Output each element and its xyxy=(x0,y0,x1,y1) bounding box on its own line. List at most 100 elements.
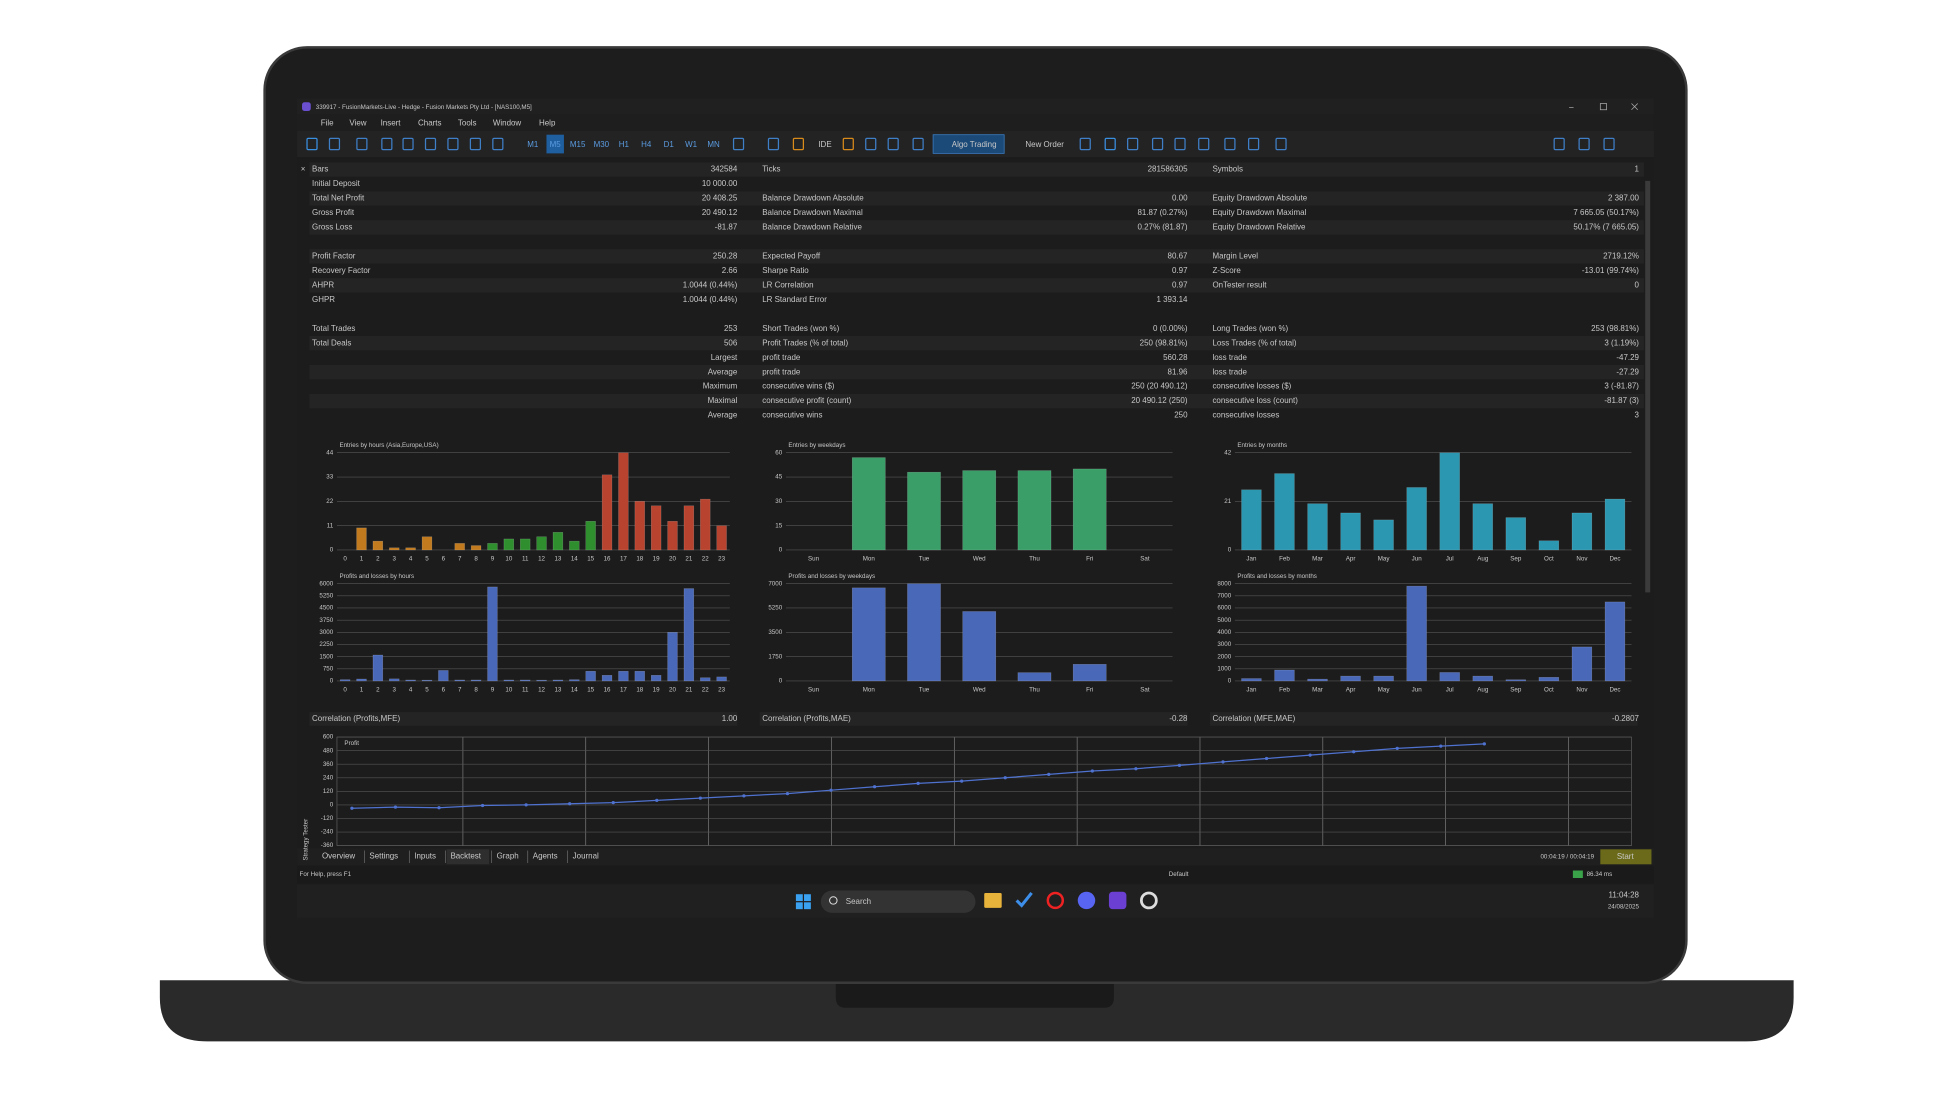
toolbar-icon[interactable] xyxy=(1275,137,1287,151)
toolbar-icon[interactable] xyxy=(1127,137,1139,151)
start-logo[interactable] xyxy=(795,894,811,910)
toolbar-icon[interactable] xyxy=(1151,137,1164,151)
timeframe-button[interactable]: M30 xyxy=(594,140,610,149)
correlation-value: -0.2807 xyxy=(1612,714,1640,723)
toolbar-icon[interactable] xyxy=(424,137,437,151)
bar xyxy=(1604,498,1626,551)
x-tick-label: 9 xyxy=(491,686,495,693)
bar xyxy=(389,547,400,551)
bar xyxy=(700,677,711,682)
opera-icon[interactable] xyxy=(1046,891,1065,910)
toolbar-icon[interactable] xyxy=(1553,137,1565,151)
tab[interactable]: Inputs xyxy=(414,851,436,860)
timeframe-button[interactable]: H1 xyxy=(619,140,630,149)
x-tick-label: 11 xyxy=(522,555,529,562)
y-tick-label: -120 xyxy=(321,815,334,822)
timeframe-button[interactable]: MN xyxy=(707,140,720,149)
menu-item[interactable]: View xyxy=(349,119,366,128)
x-tick-label: 17 xyxy=(620,555,627,562)
menu-item[interactable]: Tools xyxy=(458,119,477,128)
toolbar-icon[interactable] xyxy=(1079,137,1091,151)
menu-item[interactable]: Insert xyxy=(381,119,402,128)
toolbar-icon[interactable] xyxy=(1104,137,1116,151)
toolbar-icon[interactable] xyxy=(842,137,854,151)
toolbar-icon[interactable] xyxy=(1174,137,1186,151)
toolbar-icon[interactable] xyxy=(1198,137,1210,151)
toolbar-icon[interactable] xyxy=(328,137,341,151)
menu-item[interactable]: Help xyxy=(539,119,556,128)
timeframe-button[interactable]: M5 xyxy=(550,140,562,149)
toolbar-icon[interactable] xyxy=(469,137,481,151)
toolbar-icon[interactable] xyxy=(381,137,393,151)
toolbar-icon[interactable] xyxy=(865,137,877,151)
stats-label: profit trade xyxy=(762,367,801,376)
toolbar-icon[interactable] xyxy=(792,137,805,151)
app-icon-3[interactable] xyxy=(1139,891,1158,910)
toolbar-button[interactable]: Algo Trading xyxy=(952,140,997,149)
toolbar-button[interactable]: IDE xyxy=(818,140,831,149)
todo-icon[interactable] xyxy=(1015,891,1033,908)
timeframe-button[interactable]: W1 xyxy=(685,140,698,149)
toolbar-icon[interactable] xyxy=(1224,137,1236,151)
toolbar-icon[interactable] xyxy=(447,137,459,151)
bar xyxy=(356,527,367,551)
bar xyxy=(618,452,629,551)
stats-value: 20 408.25 xyxy=(702,194,738,203)
minimize[interactable]: – xyxy=(1569,102,1574,111)
stats-label: Recovery Factor xyxy=(312,266,371,275)
x-tick-label: 12 xyxy=(538,555,545,562)
stats-row xyxy=(309,379,1644,394)
stats-label: Equity Drawdown Maximal xyxy=(1212,208,1306,217)
close-panel[interactable]: × xyxy=(301,165,306,174)
x-tick-label: 22 xyxy=(702,555,709,562)
timeframe-button[interactable]: D1 xyxy=(664,140,675,149)
y-tick-label: 0 xyxy=(779,678,783,685)
toolbar-icon[interactable] xyxy=(492,137,504,151)
search-box[interactable] xyxy=(820,890,976,913)
toolbar-icon[interactable] xyxy=(887,137,899,151)
bar xyxy=(1571,646,1593,682)
stats-value: 3 (-81.87) xyxy=(1604,382,1639,391)
tab[interactable]: Backtest xyxy=(450,851,481,860)
tab[interactable]: Agents xyxy=(533,851,558,860)
timeframe-button[interactable]: M15 xyxy=(570,140,586,149)
stats-value: 3 (1.19%) xyxy=(1604,338,1639,347)
menu-item[interactable]: Charts xyxy=(418,119,441,128)
timeframe-button[interactable]: M1 xyxy=(527,140,539,149)
point xyxy=(1439,744,1443,748)
bar xyxy=(716,676,727,682)
toolbar-icon[interactable] xyxy=(402,137,414,151)
search-text[interactable]: Search xyxy=(846,897,871,906)
toolbar-icon[interactable] xyxy=(1603,137,1615,151)
menu-item[interactable]: File xyxy=(321,119,334,128)
toolbar-icon[interactable] xyxy=(732,137,745,151)
start-button[interactable]: Start xyxy=(1617,852,1635,861)
app-icon-2[interactable] xyxy=(1108,891,1127,910)
toolbar-icon[interactable] xyxy=(356,137,368,151)
algo-trading-bg[interactable] xyxy=(932,134,1005,154)
discord-icon[interactable] xyxy=(1077,891,1096,910)
close[interactable] xyxy=(1631,103,1638,111)
y-tick-label: 750 xyxy=(323,665,334,672)
tab[interactable]: Settings xyxy=(369,851,398,860)
y-tick-label: 120 xyxy=(323,788,334,795)
toolbar-icon[interactable] xyxy=(767,137,780,151)
stats-row xyxy=(309,292,1644,308)
bar xyxy=(683,588,695,682)
toolbar-icon[interactable] xyxy=(1578,137,1590,151)
stats-value: 0 (0.00%) xyxy=(1153,324,1188,333)
toolbar-icon[interactable] xyxy=(1247,137,1260,151)
stats-row xyxy=(309,162,1644,177)
tab[interactable]: Graph xyxy=(497,851,519,860)
tab[interactable]: Journal xyxy=(573,851,599,860)
maximize[interactable] xyxy=(1599,103,1607,111)
explorer-icon[interactable] xyxy=(984,892,1002,908)
start-button-bg[interactable] xyxy=(1600,849,1652,865)
title-bar xyxy=(297,98,1654,115)
toolbar-icon[interactable] xyxy=(306,137,318,151)
toolbar-icon[interactable] xyxy=(912,137,924,151)
menu-item[interactable]: Window xyxy=(493,119,522,128)
toolbar-button[interactable]: New Order xyxy=(1025,140,1064,149)
tab[interactable]: Overview xyxy=(322,851,355,860)
timeframe-button[interactable]: H4 xyxy=(641,140,652,149)
